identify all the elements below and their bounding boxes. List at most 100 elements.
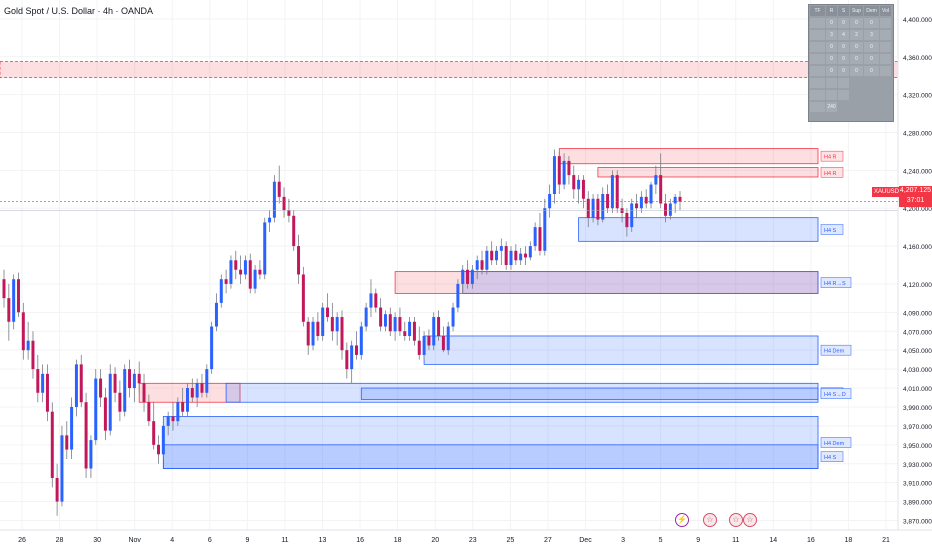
candle-body (108, 373, 112, 431)
candle-body (422, 335, 426, 355)
candle-body (330, 317, 334, 332)
candle-body (466, 269, 470, 284)
candle-body (79, 364, 83, 403)
table-cell: 2 (850, 30, 863, 40)
y-tick-label: 4,090.000 (903, 310, 932, 317)
y-tick-label: 4,070.000 (903, 329, 932, 336)
y-axis[interactable]: 4,400.000 4,360.000 4,320.000 4,280.000 4,24… (903, 17, 932, 526)
candle-body (417, 340, 421, 355)
supply-zone[interactable] (558, 148, 819, 165)
candle-body (132, 373, 136, 389)
x-tick-label: 4 (170, 537, 174, 544)
x-tick-label: 16 (807, 537, 815, 544)
table-cell: 0 (850, 54, 863, 64)
y-tick-label: 3,910.000 (903, 481, 932, 488)
x-tick-label: 21 (882, 537, 890, 544)
candle-body (340, 317, 344, 351)
demand-zone[interactable] (578, 217, 819, 242)
supply-zone[interactable] (597, 167, 819, 178)
candle-body (60, 435, 64, 502)
candle-body (475, 260, 479, 270)
candle-body (403, 331, 407, 336)
candle-body (470, 269, 474, 284)
y-tick-label: 3,990.000 (903, 405, 932, 412)
candle-body (359, 326, 363, 355)
x-tick-label: 18 (845, 537, 853, 544)
table-cell (810, 30, 825, 40)
table-cell: 0 (826, 66, 837, 76)
candle-body (326, 307, 330, 318)
candle-body (591, 198, 595, 218)
table-cell: 0 (850, 18, 863, 28)
demand-zone[interactable] (423, 335, 819, 365)
candle-body (277, 181, 281, 197)
table-cell (826, 78, 837, 88)
zone-label-box (820, 167, 844, 178)
candle-body (374, 293, 378, 308)
candle-body (543, 208, 547, 251)
demand-zone[interactable] (162, 416, 819, 469)
zone-label: H4 R (824, 171, 837, 177)
zone-label-box (820, 344, 852, 356)
candle-body (601, 194, 605, 220)
candle-body (345, 350, 349, 370)
candle-body (7, 298, 11, 322)
table-cell (810, 18, 825, 28)
supply-zone[interactable] (0, 61, 899, 79)
demand-zone[interactable] (162, 444, 819, 469)
candle-body (128, 369, 132, 389)
candle-body (137, 373, 141, 384)
demand-zone[interactable] (360, 387, 819, 400)
table-cell: 4 (838, 30, 849, 40)
candle-body (528, 246, 532, 258)
candle-body (166, 416, 170, 426)
candle-layer (2, 149, 682, 516)
table-cell: 240 (826, 102, 837, 112)
table-header-cell: S (838, 6, 849, 16)
x-axis[interactable]: 26 28 30 Nov 4 6 9 11 13 16 18 20 23 25 27 Dec 3 5 9 11 14 16… (18, 537, 890, 544)
candle-body (185, 388, 189, 412)
table-cell: 3 (826, 30, 837, 40)
candle-body (316, 321, 320, 336)
candle-body (581, 179, 585, 199)
event-flag-icon[interactable]: ☆ (729, 513, 743, 527)
y-tick-label: 4,200.000 (903, 206, 932, 213)
candle-body (287, 210, 291, 216)
x-tick-label: 23 (469, 537, 477, 544)
table-cell (810, 42, 825, 52)
table-header-cell: Vol (880, 6, 891, 16)
demand-zone[interactable] (462, 271, 819, 294)
candle-body (644, 196, 648, 204)
table-cell: 0 (850, 42, 863, 52)
zone-label: H4 Dem (824, 349, 845, 355)
candle-body (248, 260, 252, 289)
candle-body (123, 369, 127, 412)
candle-body (2, 279, 6, 299)
table-cell: 0 (838, 54, 849, 64)
candle-body (45, 373, 49, 412)
y-tick-label: 3,970.000 (903, 424, 932, 431)
event-lightning-icon[interactable]: ⚡ (675, 513, 689, 527)
supply-zone[interactable] (138, 382, 241, 403)
event-flag-icon[interactable]: ☆ (743, 513, 757, 527)
candle-body (432, 317, 436, 346)
table-cell: 0 (826, 42, 837, 52)
table-cell (838, 90, 849, 100)
candle-body (393, 317, 397, 332)
candle-body (659, 175, 663, 204)
y-tick-label: 4,240.000 (903, 168, 932, 175)
table-cell (810, 66, 825, 76)
zone-label: H4 Dem (824, 441, 845, 447)
candle-body (311, 321, 315, 346)
zone-layer: H4 R H4 R H4 S H4 R→S H4 Dem H4 S H4 S→D H4 Dem… (0, 61, 899, 469)
y-tick-label: 4,320.000 (903, 93, 932, 100)
x-tick-label: 18 (394, 537, 402, 544)
candle-body (161, 425, 165, 455)
table-cell (880, 30, 891, 40)
candle-body (147, 402, 151, 422)
candle-body (514, 250, 518, 261)
event-flag-icon[interactable]: ☆ (703, 513, 717, 527)
candle-body (456, 283, 460, 308)
candle-body (219, 279, 223, 303)
